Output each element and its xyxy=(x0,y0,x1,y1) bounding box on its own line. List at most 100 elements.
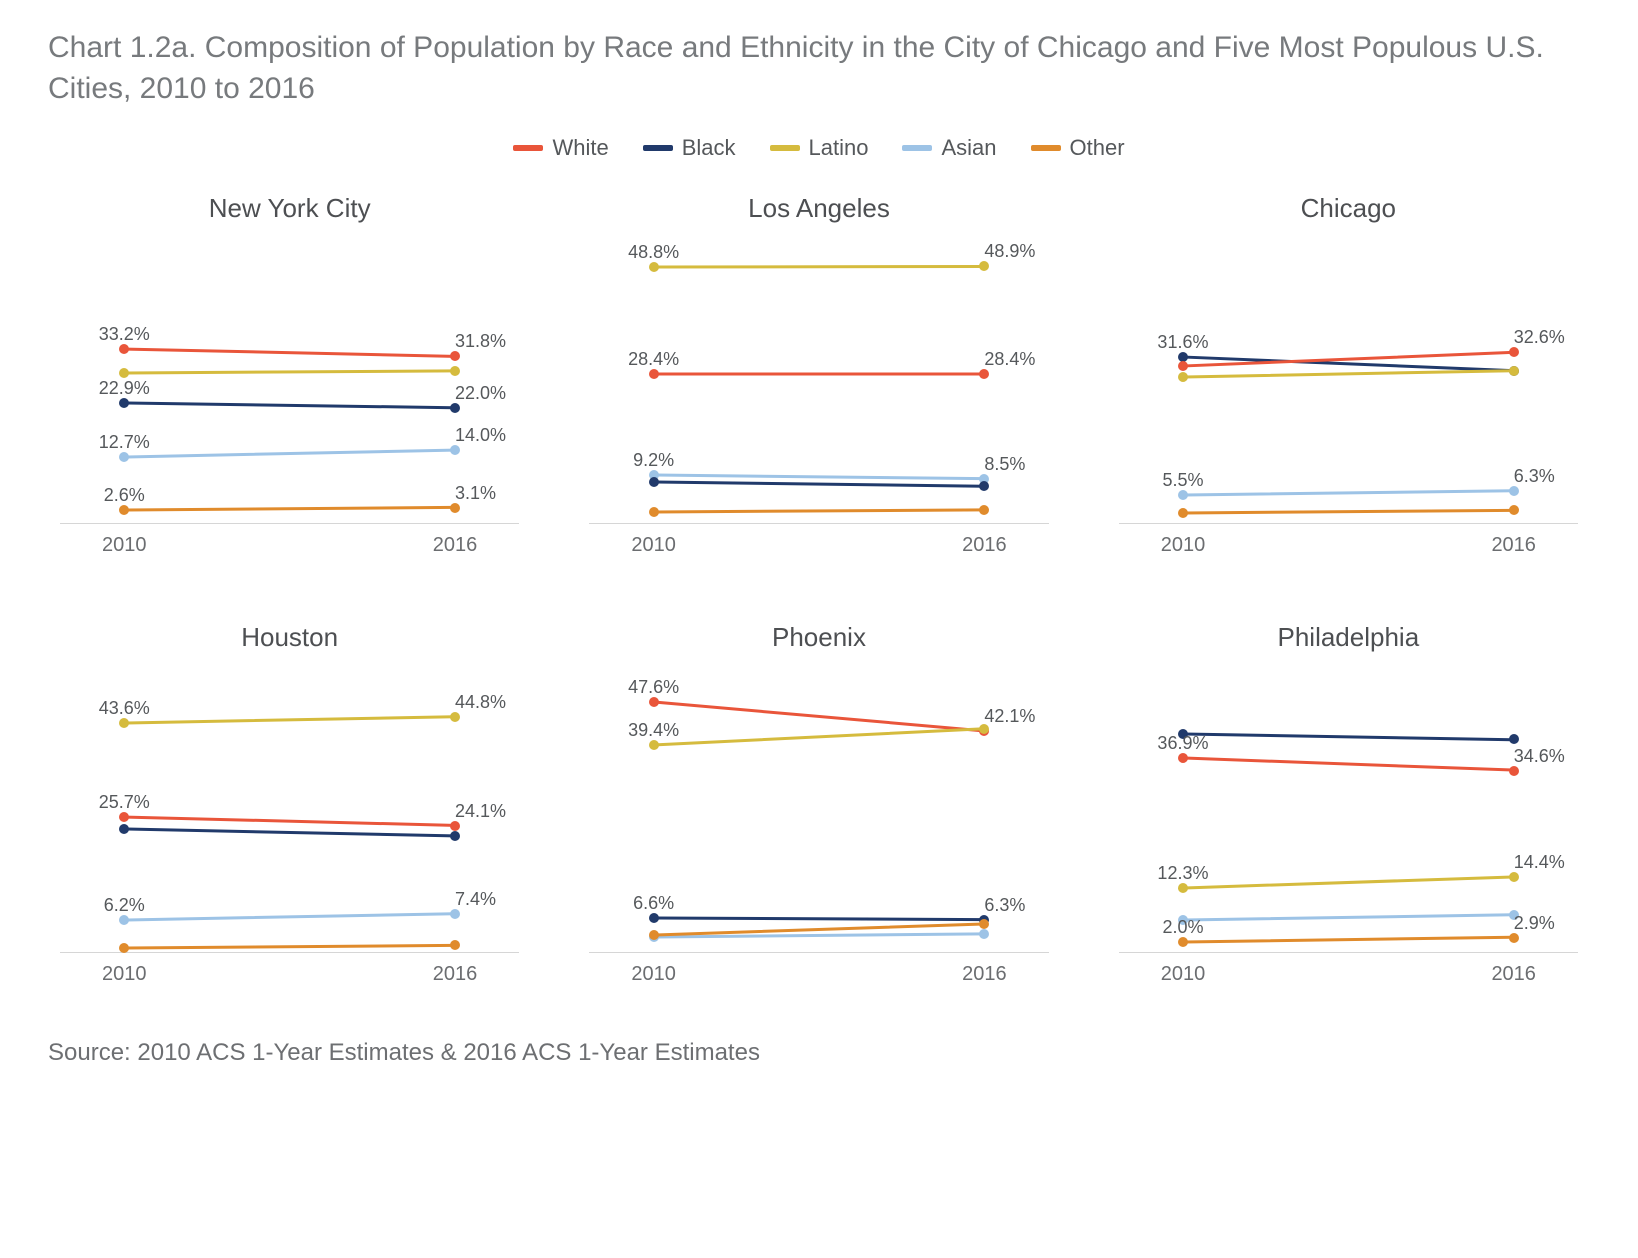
series-marker-other-1 xyxy=(979,505,989,515)
series-line-white xyxy=(124,816,455,827)
x-axis-labels: 20102016 xyxy=(1119,953,1578,987)
x-axis-label: 2016 xyxy=(1491,963,1536,986)
series-marker-white-1 xyxy=(1509,766,1519,776)
data-label: 2.0% xyxy=(1162,917,1203,938)
x-axis-labels: 20102016 xyxy=(60,524,519,558)
data-label: 8.5% xyxy=(984,454,1025,475)
chart-source: Source: 2010 ACS 1-Year Estimates & 2016… xyxy=(48,1039,1590,1067)
data-label: 2.9% xyxy=(1514,913,1555,934)
data-label: 32.6% xyxy=(1514,327,1565,348)
data-label: 12.7% xyxy=(99,432,150,453)
data-label: 34.6% xyxy=(1514,745,1565,766)
series-marker-other-0 xyxy=(119,505,129,515)
series-marker-white-1 xyxy=(450,821,460,831)
small-multiples-grid: New York City33.2%31.8%22.9%22.0%12.7%14… xyxy=(48,193,1590,987)
panel-los-angeles: Los Angeles48.8%48.9%28.4%28.4%9.2%8.5%2… xyxy=(589,193,1048,558)
series-line-other xyxy=(1183,936,1514,944)
data-label: 31.6% xyxy=(1157,332,1208,353)
panel-chicago: Chicago31.6%32.6%5.5%6.3%20102016 xyxy=(1119,193,1578,558)
legend-label-black: Black xyxy=(682,135,736,161)
x-axis-label: 2010 xyxy=(631,963,676,986)
series-marker-other-0 xyxy=(649,507,659,517)
series-line-latino xyxy=(124,370,455,375)
legend-label-latino: Latino xyxy=(809,135,869,161)
x-axis-label: 2010 xyxy=(102,963,147,986)
data-label: 43.6% xyxy=(99,698,150,719)
data-label: 39.4% xyxy=(628,720,679,741)
series-marker-black-1 xyxy=(450,403,460,413)
data-label: 42.1% xyxy=(984,706,1035,727)
chart-title: Chart 1.2a. Composition of Population by… xyxy=(48,28,1568,109)
data-label: 24.1% xyxy=(455,801,506,822)
series-marker-latino-1 xyxy=(1509,366,1519,376)
panel-title: Los Angeles xyxy=(589,193,1048,224)
series-line-latino xyxy=(654,265,985,269)
series-marker-latino-1 xyxy=(1509,872,1519,882)
series-marker-white-0 xyxy=(1178,361,1188,371)
series-line-latino xyxy=(654,727,985,746)
data-label: 14.4% xyxy=(1514,852,1565,873)
plot-area: 31.6%32.6%5.5%6.3%20102016 xyxy=(1119,234,1578,558)
series-line-other xyxy=(124,506,455,512)
series-marker-other-0 xyxy=(649,930,659,940)
plot: 36.9%34.6%12.3%14.4%2.0%2.9% xyxy=(1119,663,1578,953)
series-marker-black-0 xyxy=(649,913,659,923)
series-line-asian xyxy=(1183,489,1514,496)
data-label: 36.9% xyxy=(1157,733,1208,754)
x-axis-labels: 2010 2016 xyxy=(589,524,1048,558)
plot-area: 48.8%48.9%28.4%28.4%9.2%8.5%20102016 xyxy=(589,234,1048,558)
legend-swatch-other xyxy=(1031,145,1061,151)
data-label: 7.4% xyxy=(455,889,496,910)
panel-phoenix: Phoenix47.6%42.1%39.4%6.6%6.3%20102016 xyxy=(589,622,1048,987)
data-label: 28.4% xyxy=(628,349,679,370)
panel-title: Philadelphia xyxy=(1119,622,1578,653)
series-line-white xyxy=(653,701,984,733)
series-line-white xyxy=(124,347,455,357)
panel-philadelphia: Philadelphia36.9%34.6%12.3%14.4%2.0%2.9%… xyxy=(1119,622,1578,987)
series-line-black xyxy=(654,480,985,487)
series-marker-white-0 xyxy=(649,369,659,379)
x-axis-label: 2010 xyxy=(631,534,676,557)
series-marker-asian-1 xyxy=(979,929,989,939)
series-marker-latino-0 xyxy=(119,368,129,378)
series-line-latino xyxy=(1183,370,1514,379)
series-marker-asian-1 xyxy=(1509,486,1519,496)
series-line-latino xyxy=(1183,876,1514,890)
series-marker-black-0 xyxy=(119,398,129,408)
series-line-other xyxy=(1183,509,1514,515)
chart-legend: WhiteBlackLatinoAsianOther xyxy=(48,135,1590,161)
series-line-other xyxy=(654,509,985,514)
x-axis-labels: 20102016 xyxy=(589,953,1048,987)
x-axis-labels: 20102016 xyxy=(1119,524,1578,558)
series-line-asian xyxy=(1183,914,1514,922)
plot: 43.6%44.8%25.7%24.1%6.2%7.4% xyxy=(60,663,519,953)
x-axis-label: 2016 xyxy=(1491,534,1536,557)
legend-label-asian: Asian xyxy=(941,135,996,161)
x-axis-label: 2016 xyxy=(962,534,1007,557)
series-marker-latino-1 xyxy=(450,366,460,376)
legend-swatch-black xyxy=(643,145,673,151)
panel-title: Chicago xyxy=(1119,193,1578,224)
legend-item-other: Other xyxy=(1031,135,1125,161)
series-marker-white-1 xyxy=(979,369,989,379)
x-axis-label: 2010 xyxy=(102,534,147,557)
series-marker-latino-1 xyxy=(979,724,989,734)
series-marker-asian-0 xyxy=(119,915,129,925)
series-line-black xyxy=(654,917,985,922)
legend-item-black: Black xyxy=(643,135,736,161)
series-marker-black-1 xyxy=(979,481,989,491)
data-label: 48.8% xyxy=(628,241,679,262)
panel-houston: Houston 43.6%44.8%25.7%24.1%6.2%7.4% 2010 2… xyxy=(60,622,519,987)
data-label: 3.1% xyxy=(455,482,496,503)
data-label: 6.3% xyxy=(984,895,1025,916)
legend-swatch-white xyxy=(513,145,543,151)
series-line-asian xyxy=(124,912,455,921)
data-label: 33.2% xyxy=(99,324,150,345)
data-label: 6.6% xyxy=(633,893,674,914)
series-marker-white-0 xyxy=(119,812,129,822)
panel-title: Houston xyxy=(60,622,519,653)
series-marker-latino-0 xyxy=(119,718,129,728)
series-marker-white-0 xyxy=(649,697,659,707)
series-marker-latino-0 xyxy=(649,740,659,750)
series-marker-other-1 xyxy=(979,919,989,929)
